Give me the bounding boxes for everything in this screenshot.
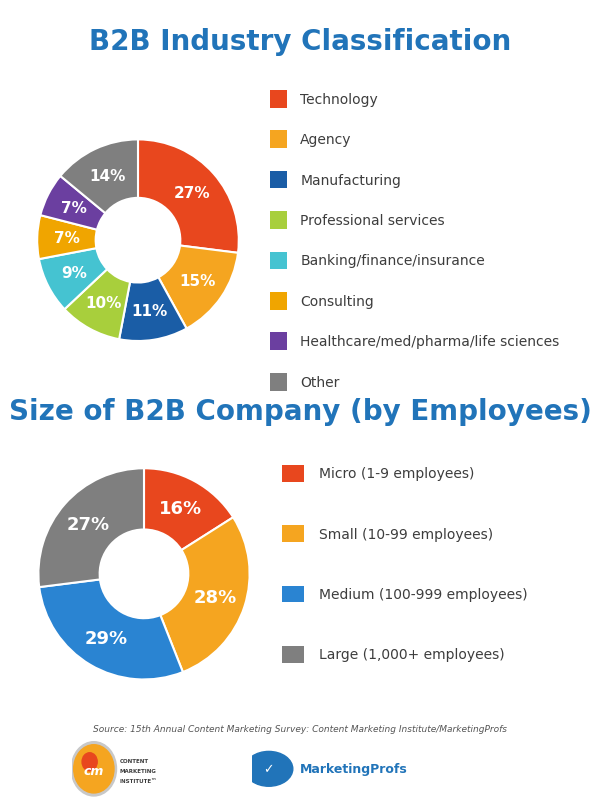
Bar bbox=[282, 586, 304, 602]
Text: 29%: 29% bbox=[84, 630, 127, 647]
Wedge shape bbox=[39, 580, 183, 679]
Wedge shape bbox=[160, 518, 250, 672]
Wedge shape bbox=[138, 141, 239, 254]
Bar bbox=[270, 131, 287, 149]
Text: B2B Industry Classification: B2B Industry Classification bbox=[89, 28, 511, 56]
Text: 14%: 14% bbox=[89, 169, 126, 184]
Text: 7%: 7% bbox=[53, 231, 79, 247]
Text: Source: 15th Annual Content Marketing Survey: Content Marketing Institute/Market: Source: 15th Annual Content Marketing Su… bbox=[93, 724, 507, 733]
Wedge shape bbox=[39, 249, 107, 310]
Circle shape bbox=[245, 752, 293, 786]
Text: Manufacturing: Manufacturing bbox=[300, 173, 401, 187]
Bar bbox=[282, 646, 304, 663]
Text: Technology: Technology bbox=[300, 92, 378, 107]
Circle shape bbox=[82, 753, 97, 771]
Bar bbox=[270, 292, 287, 310]
Text: MARKETING: MARKETING bbox=[120, 768, 157, 773]
Text: 28%: 28% bbox=[194, 589, 237, 606]
Text: 11%: 11% bbox=[131, 304, 167, 319]
Bar bbox=[270, 333, 287, 351]
Text: INSTITUTE™: INSTITUTE™ bbox=[120, 778, 158, 784]
Bar bbox=[270, 252, 287, 270]
Text: Healthcare/med/pharma/life sciences: Healthcare/med/pharma/life sciences bbox=[300, 335, 559, 349]
Text: Small (10-99 employees): Small (10-99 employees) bbox=[319, 527, 494, 541]
Bar bbox=[282, 525, 304, 543]
Text: Agency: Agency bbox=[300, 133, 352, 147]
Wedge shape bbox=[158, 247, 238, 329]
Text: 9%: 9% bbox=[61, 266, 87, 281]
Wedge shape bbox=[40, 177, 106, 230]
Text: 10%: 10% bbox=[85, 296, 122, 311]
Wedge shape bbox=[61, 141, 138, 214]
Text: Micro (1-9 employees): Micro (1-9 employees) bbox=[319, 467, 475, 481]
Text: cm: cm bbox=[83, 764, 104, 777]
Circle shape bbox=[74, 745, 114, 793]
Text: Large (1,000+ employees): Large (1,000+ employees) bbox=[319, 647, 505, 662]
Text: 27%: 27% bbox=[173, 186, 210, 201]
Bar bbox=[270, 212, 287, 230]
Bar bbox=[270, 373, 287, 391]
Wedge shape bbox=[38, 469, 144, 587]
Text: CONTENT: CONTENT bbox=[120, 758, 149, 764]
Text: Other: Other bbox=[300, 375, 340, 389]
Bar bbox=[270, 91, 287, 108]
Wedge shape bbox=[119, 278, 187, 341]
Text: ✓: ✓ bbox=[263, 762, 274, 776]
Text: Size of B2B Company (by Employees): Size of B2B Company (by Employees) bbox=[8, 397, 592, 426]
Wedge shape bbox=[37, 216, 97, 259]
Text: Consulting: Consulting bbox=[300, 295, 374, 308]
Text: 7%: 7% bbox=[61, 201, 87, 216]
Text: 16%: 16% bbox=[158, 499, 202, 517]
Text: 27%: 27% bbox=[66, 516, 109, 534]
Circle shape bbox=[71, 742, 116, 796]
Text: 15%: 15% bbox=[179, 274, 215, 288]
Text: Banking/finance/insurance: Banking/finance/insurance bbox=[300, 254, 485, 268]
Text: Medium (100-999 employees): Medium (100-999 employees) bbox=[319, 587, 528, 601]
Text: MarketingProfs: MarketingProfs bbox=[300, 762, 408, 776]
Bar bbox=[282, 466, 304, 482]
Wedge shape bbox=[144, 469, 233, 550]
Wedge shape bbox=[65, 270, 130, 340]
Text: Professional services: Professional services bbox=[300, 214, 445, 228]
Bar bbox=[270, 172, 287, 190]
